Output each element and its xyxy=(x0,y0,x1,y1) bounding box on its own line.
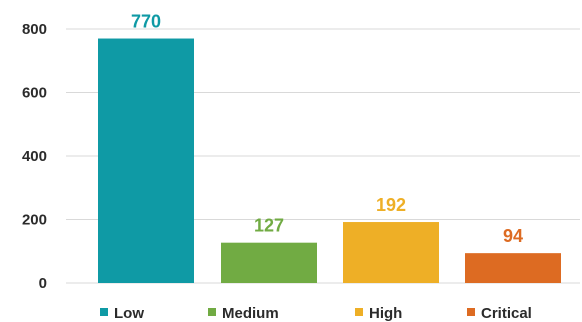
data-label-high: 192 xyxy=(376,195,406,215)
legend-swatch-high xyxy=(355,308,363,316)
y-tick-label: 0 xyxy=(39,275,47,292)
y-axis-ticks: 0 200 400 600 800 xyxy=(22,21,47,292)
bar-medium xyxy=(221,242,317,283)
y-tick-label: 400 xyxy=(22,148,47,165)
legend-swatch-critical xyxy=(467,308,475,316)
legend-label-medium: Medium xyxy=(222,305,279,322)
y-tick-label: 800 xyxy=(22,21,47,38)
legend-swatch-low xyxy=(100,308,108,316)
y-tick-label: 600 xyxy=(22,85,47,102)
bar-low xyxy=(98,38,194,284)
data-label-critical: 94 xyxy=(503,226,523,246)
legend-label-low: Low xyxy=(114,305,144,322)
legend-label-critical: Critical xyxy=(481,305,532,322)
data-label-medium: 127 xyxy=(254,216,284,236)
legend-swatch-medium xyxy=(208,308,216,316)
legend: Low Medium High Critical xyxy=(100,305,532,322)
y-tick-label: 200 xyxy=(22,212,47,229)
legend-label-high: High xyxy=(369,305,402,322)
data-label-low: 770 xyxy=(131,12,161,32)
data-labels: 770 127 192 94 xyxy=(131,12,523,247)
bars xyxy=(98,38,561,284)
bar-critical xyxy=(465,253,561,283)
bar-high xyxy=(343,222,439,283)
